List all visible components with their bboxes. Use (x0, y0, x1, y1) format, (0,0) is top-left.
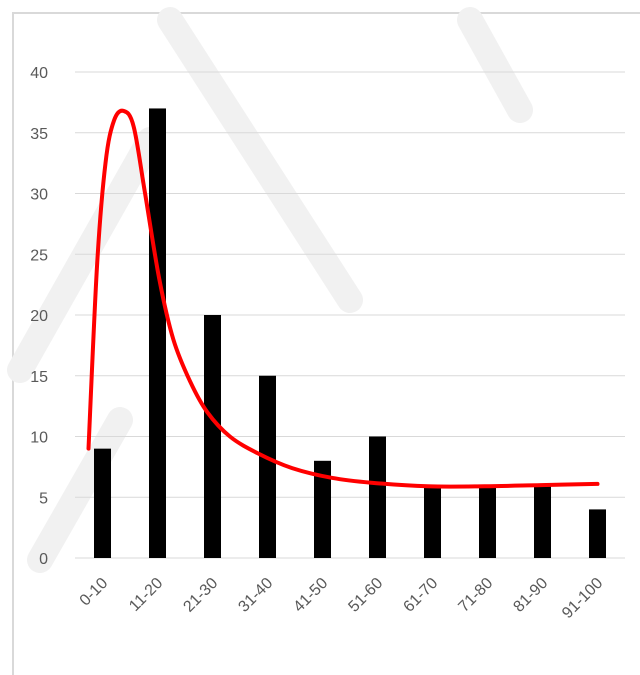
y-tick-label: 20 (30, 308, 48, 325)
gridlines (75, 71, 625, 559)
chart-frame (12, 12, 640, 675)
x-tick-label: 11-20 (126, 575, 166, 615)
y-tick-label: 5 (39, 490, 48, 507)
bar-21-30 (204, 315, 221, 558)
y-tick-label: 30 (30, 187, 48, 204)
y-tick-label: 15 (30, 369, 48, 386)
y-tick-label: 10 (30, 430, 48, 447)
x-tick-label: 81-90 (510, 575, 551, 616)
bar-81-90 (534, 485, 551, 558)
bar-71-80 (479, 485, 496, 558)
y-tick-label: 25 (30, 247, 48, 264)
bar-51-60 (369, 436, 386, 558)
y-tick-label: 0 (39, 551, 48, 568)
bar-61-70 (424, 485, 441, 558)
x-axis-ticks: 0-10 11-20 21-30 31-40 41-50 51-60 61-70 71-80 8… (77, 575, 607, 622)
y-tick-label: 40 (30, 65, 48, 82)
bar-31-40 (259, 375, 276, 558)
x-tick-label: 71-80 (455, 575, 496, 616)
trend-line-group (86, 108, 600, 489)
trend-line (86, 108, 600, 489)
x-tick-label: 21-30 (180, 575, 221, 616)
x-tick-label: 41-50 (290, 575, 331, 616)
x-tick-label: 61-70 (400, 575, 441, 616)
y-tick-label: 35 (30, 126, 48, 143)
bar-0-10 (94, 448, 111, 558)
x-tick-label: 91-100 (559, 575, 606, 622)
watermark (7, 7, 533, 573)
x-tick-label: 51-60 (345, 575, 386, 616)
x-tick-label: 31-40 (235, 575, 276, 616)
bar-41-50 (314, 460, 331, 558)
bars (94, 108, 606, 558)
y-axis-ticks: 0 5 10 15 20 25 30 35 40 (30, 65, 48, 568)
bar-91-100 (589, 509, 606, 558)
x-tick-label: 0-10 (77, 575, 112, 610)
bar-11-20 (149, 108, 166, 558)
